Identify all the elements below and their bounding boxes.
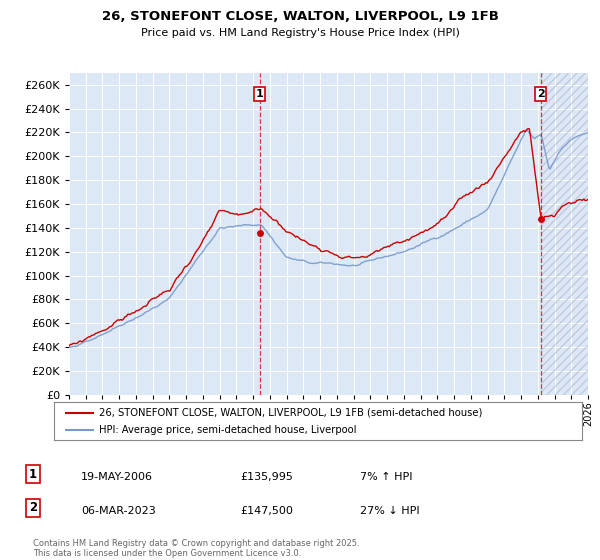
Text: 19-MAY-2006: 19-MAY-2006: [81, 472, 153, 482]
Text: HPI: Average price, semi-detached house, Liverpool: HPI: Average price, semi-detached house,…: [99, 424, 356, 435]
Text: Contains HM Land Registry data © Crown copyright and database right 2025.
This d: Contains HM Land Registry data © Crown c…: [33, 539, 359, 558]
Text: Price paid vs. HM Land Registry's House Price Index (HPI): Price paid vs. HM Land Registry's House …: [140, 28, 460, 38]
Text: £135,995: £135,995: [240, 472, 293, 482]
Text: 26, STONEFONT CLOSE, WALTON, LIVERPOOL, L9 1FB: 26, STONEFONT CLOSE, WALTON, LIVERPOOL, …: [101, 10, 499, 23]
Text: 2: 2: [29, 501, 37, 515]
Text: 27% ↓ HPI: 27% ↓ HPI: [360, 506, 419, 516]
Text: £147,500: £147,500: [240, 506, 293, 516]
Text: 1: 1: [29, 468, 37, 481]
Text: 1: 1: [256, 89, 263, 99]
Text: 06-MAR-2023: 06-MAR-2023: [81, 506, 156, 516]
Bar: [541, 73, 588, 395]
Text: 7% ↑ HPI: 7% ↑ HPI: [360, 472, 413, 482]
Text: 26, STONEFONT CLOSE, WALTON, LIVERPOOL, L9 1FB (semi-detached house): 26, STONEFONT CLOSE, WALTON, LIVERPOOL, …: [99, 408, 482, 418]
Text: 2: 2: [537, 89, 544, 99]
